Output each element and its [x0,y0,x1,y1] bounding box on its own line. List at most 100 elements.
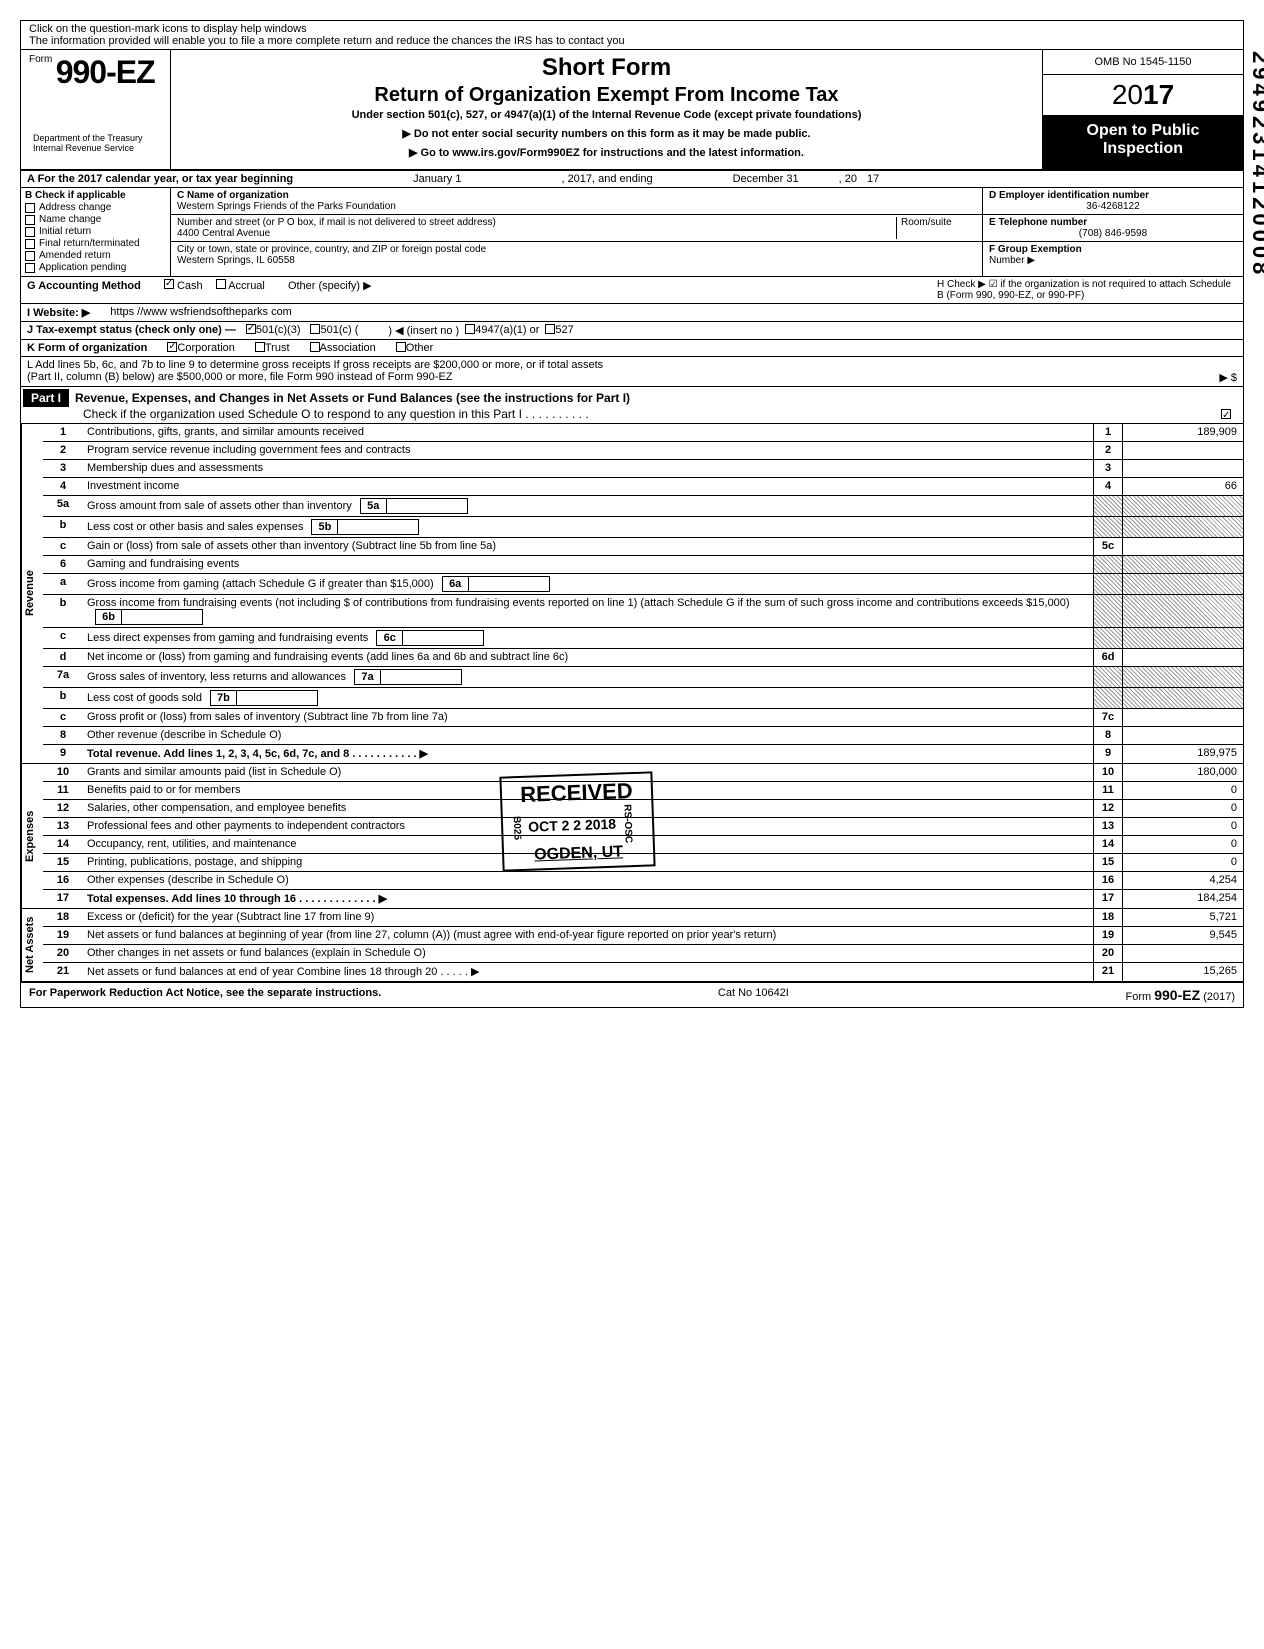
line-num: c [43,538,83,555]
mid-2017: , 2017, and ending [561,173,652,185]
shaded-amt [1123,517,1243,537]
line-20: 20Other changes in net assets or fund ba… [43,945,1243,963]
line-desc: Other changes in net assets or fund bala… [83,945,1093,962]
line-num: 3 [43,460,83,477]
shaded-amt [1123,595,1243,627]
shaded-amt [1123,574,1243,594]
k-corp: Corporation [177,342,234,354]
j-527-checkbox[interactable] [545,324,555,334]
g-accrual-checkbox[interactable] [216,279,226,289]
shaded-num [1093,688,1123,708]
city-label: City or town, state or province, country… [177,244,486,255]
inner-box-7a: 7a [354,669,462,685]
j-501c3-checkbox[interactable] [246,324,256,334]
i-row: I Website: ▶ https //www wsfriendsofthep… [21,304,1243,322]
line-b: bLess cost or other basis and sales expe… [43,517,1243,538]
line-desc: Investment income [83,478,1093,495]
line-5a: 5aGross amount from sale of assets other… [43,496,1243,517]
line-num: 12 [43,800,83,817]
part-1-title: Revenue, Expenses, and Changes in Net As… [75,391,630,405]
line-desc: Total expenses. Add lines 10 through 16 … [83,890,1093,908]
line-desc: Excess or (deficit) for the year (Subtra… [83,909,1093,926]
line-desc: Gross profit or (loss) from sales of inv… [83,709,1093,726]
line-11: 11Benefits paid to or for members110 [43,782,1243,800]
b-initial-return[interactable]: Initial return [25,226,166,237]
inner-box-6b: 6b [95,609,203,625]
line-box-num: 18 [1093,909,1123,926]
subtitle: Under section 501(c), 527, or 4947(a)(1)… [179,109,1034,121]
g-cash-checkbox[interactable] [164,279,174,289]
c-column: C Name of organization Western Springs F… [171,188,983,276]
line-amount [1123,442,1243,459]
expenses-label: Expenses [21,764,43,908]
line-21: 21Net assets or fund balances at end of … [43,963,1243,981]
line-box-num: 14 [1093,836,1123,853]
line-desc: Printing, publications, postage, and shi… [83,854,1093,871]
line-14: 14Occupancy, rent, utilities, and mainte… [43,836,1243,854]
line-amount: 180,000 [1123,764,1243,781]
line-amount: 0 [1123,836,1243,853]
shaded-amt [1123,688,1243,708]
b-amended[interactable]: Amended return [25,250,166,261]
line-num: 19 [43,927,83,944]
line-desc: Gross income from fundraising events (no… [83,595,1093,627]
line-amount [1123,709,1243,726]
j-501c-checkbox[interactable] [310,324,320,334]
line-desc: Occupancy, rent, utilities, and maintena… [83,836,1093,853]
l-text-1: L Add lines 5b, 6c, and 7b to line 9 to … [27,359,1237,371]
line-num: 16 [43,872,83,889]
line-amount: 66 [1123,478,1243,495]
line-2: 2Program service revenue including gover… [43,442,1243,460]
j-4947-checkbox[interactable] [465,324,475,334]
line-num: 8 [43,727,83,744]
line-3: 3Membership dues and assessments3 [43,460,1243,478]
end-year-prefix: , 20 [839,173,857,185]
line-17: 17Total expenses. Add lines 10 through 1… [43,890,1243,908]
line-num: 13 [43,818,83,835]
i-value: https //www wsfriendsoftheparks com [110,306,292,319]
right-header: OMB No 1545-1150 2017 Open to Public Ins… [1043,50,1243,169]
line-13: 13Professional fees and other payments t… [43,818,1243,836]
title-cell: Short Form Return of Organization Exempt… [171,50,1043,169]
shaded-num [1093,595,1123,627]
line-num: 2 [43,442,83,459]
k-other-checkbox[interactable] [396,342,406,352]
line-box-num: 17 [1093,890,1123,908]
k-assoc-checkbox[interactable] [310,342,320,352]
g-other: Other (specify) ▶ [288,280,372,292]
shaded-amt [1123,628,1243,648]
gh-row: G Accounting Method Cash Accrual Other (… [21,277,1243,304]
g-accrual: Accrual [228,280,265,292]
b-address-change[interactable]: Address change [25,202,166,213]
top-note: Click on the question-mark icons to disp… [21,21,1243,50]
footer-mid: Cat No 10642I [718,987,789,1003]
open-to-public: Open to Public Inspection [1043,116,1243,169]
b-application-pending[interactable]: Application pending [25,262,166,273]
e-value: (708) 846-9598 [989,228,1237,239]
line-num: a [43,574,83,594]
line-box-num: 15 [1093,854,1123,871]
line-num: b [43,595,83,627]
line-box-num: 16 [1093,872,1123,889]
g-cash: Cash [177,280,203,292]
line-desc: Gross income from gaming (attach Schedul… [83,574,1093,594]
line-num: 1 [43,424,83,441]
line-desc: Gross amount from sale of assets other t… [83,496,1093,516]
part-1-checkbox[interactable] [1221,409,1231,419]
line-box-num: 1 [1093,424,1123,441]
line-box-num: 11 [1093,782,1123,799]
j-insert: ) ◀ (insert no ) [388,324,459,337]
b-final-return[interactable]: Final return/terminated [25,238,166,249]
k-corp-checkbox[interactable] [167,342,177,352]
f-label-2: Number ▶ [989,255,1035,266]
dept-line-1: Department of the Treasury [33,133,158,143]
part-1-label: Part I [23,389,69,407]
k-trust-checkbox[interactable] [255,342,265,352]
line-box-num: 4 [1093,478,1123,495]
year-bold: 17 [1143,79,1174,110]
line-desc: Less cost of goods sold7b [83,688,1093,708]
line-box-num: 21 [1093,963,1123,981]
line-box-num: 6d [1093,649,1123,666]
top-note-2: The information provided will enable you… [29,35,625,47]
b-name-change[interactable]: Name change [25,214,166,225]
